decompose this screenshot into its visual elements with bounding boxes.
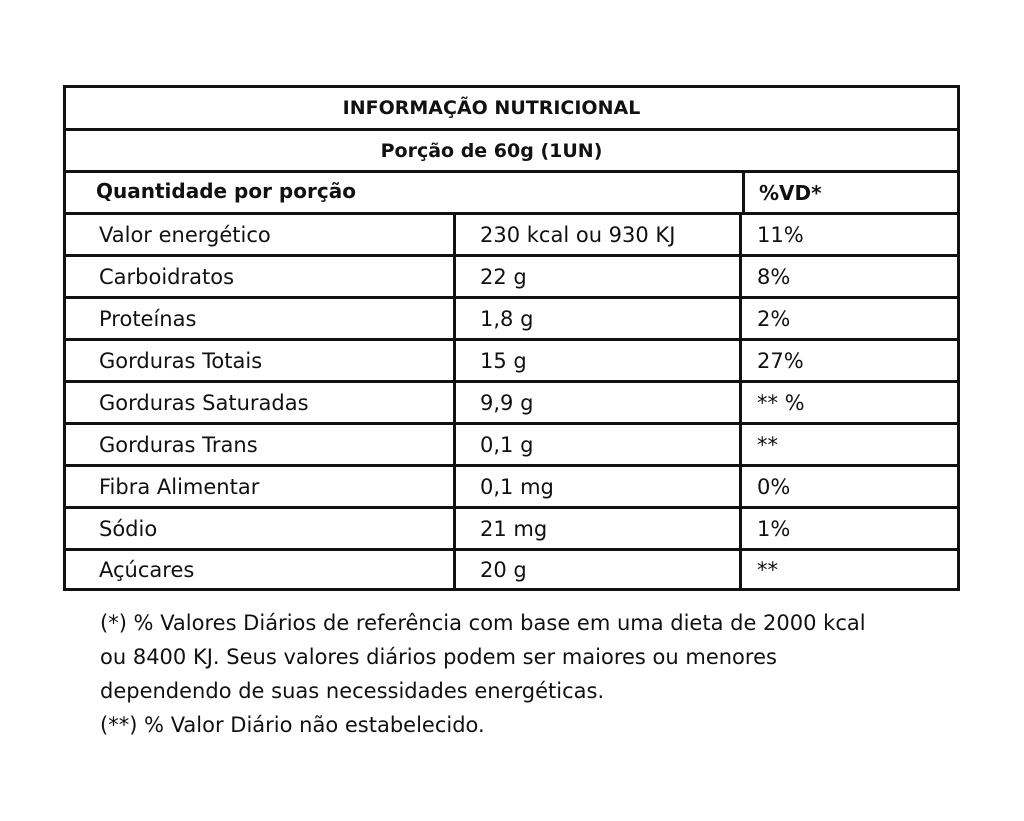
nutrient-name: Açúcares <box>66 551 456 588</box>
nutrient-amount: 15 g <box>456 341 742 380</box>
nutrient-amount: 0,1 mg <box>456 467 742 506</box>
nutrient-amount: 1,8 g <box>456 299 742 338</box>
nutrient-name: Valor energético <box>66 215 456 254</box>
nutrient-vd: 8% <box>757 264 791 289</box>
table-row: Sódio 21 mg 1% <box>66 509 957 551</box>
portion-row: Porção de 60g (1UN) <box>66 131 957 173</box>
nutrient-vd: 2% <box>757 306 791 331</box>
nutrient-name: Gorduras Saturadas <box>66 383 456 422</box>
nutrient-name: Sódio <box>66 509 456 548</box>
footnotes: (*) % Valores Diários de referência com … <box>100 606 960 742</box>
table-row: Fibra Alimentar 0,1 mg 0% <box>66 467 957 509</box>
table-row: Proteínas 1,8 g 2% <box>66 299 957 341</box>
nutrient-vd: 27% <box>757 348 804 373</box>
nutrient-vd: ** % <box>757 390 805 415</box>
portion-size: Porção de 60g (1UN) <box>380 139 603 162</box>
header-vd: %VD* <box>742 173 957 212</box>
nutrition-facts-table: INFORMAÇÃO NUTRICIONAL Porção de 60g (1U… <box>63 85 960 591</box>
footnote-line: (*) % Valores Diários de referência com … <box>100 611 866 635</box>
header-row: Quantidade por porção %VD* <box>66 173 957 215</box>
footnote-line: dependendo de suas necessidades energéti… <box>100 679 605 703</box>
table-row: Carboidratos 22 g 8% <box>66 257 957 299</box>
nutrient-name: Carboidratos <box>66 257 456 296</box>
nutrient-vd: 11% <box>757 222 804 247</box>
nutrient-amount: 9,9 g <box>456 383 742 422</box>
table-row: Gorduras Saturadas 9,9 g ** % <box>66 383 957 425</box>
footnote-line: ou 8400 KJ. Seus valores diários podem s… <box>100 645 777 669</box>
nutrient-name: Fibra Alimentar <box>66 467 456 506</box>
nutrient-name: Gorduras Totais <box>66 341 456 380</box>
nutrient-vd: ** <box>757 557 778 582</box>
table-title-row: INFORMAÇÃO NUTRICIONAL <box>66 88 957 131</box>
header-quantity: Quantidade por porção <box>96 179 356 203</box>
nutrient-amount: 22 g <box>456 257 742 296</box>
table-title: INFORMAÇÃO NUTRICIONAL <box>342 97 641 119</box>
nutrient-name: Gorduras Trans <box>66 425 456 464</box>
nutrient-amount: 21 mg <box>456 509 742 548</box>
table-row: Açúcares 20 g ** <box>66 551 957 588</box>
nutrient-vd: 1% <box>757 516 791 541</box>
table-row: Gorduras Trans 0,1 g ** <box>66 425 957 467</box>
table-row: Valor energético 230 kcal ou 930 KJ 11% <box>66 215 957 257</box>
table-row: Gorduras Totais 15 g 27% <box>66 341 957 383</box>
nutrient-vd: ** <box>757 432 778 457</box>
nutrient-amount: 0,1 g <box>456 425 742 464</box>
footnote-line: (**) % Valor Diário não estabelecido. <box>100 713 485 737</box>
nutrient-amount: 20 g <box>456 551 742 588</box>
nutrient-amount: 230 kcal ou 930 KJ <box>456 215 742 254</box>
nutrient-name: Proteínas <box>66 299 456 338</box>
nutrient-vd: 0% <box>757 474 791 499</box>
